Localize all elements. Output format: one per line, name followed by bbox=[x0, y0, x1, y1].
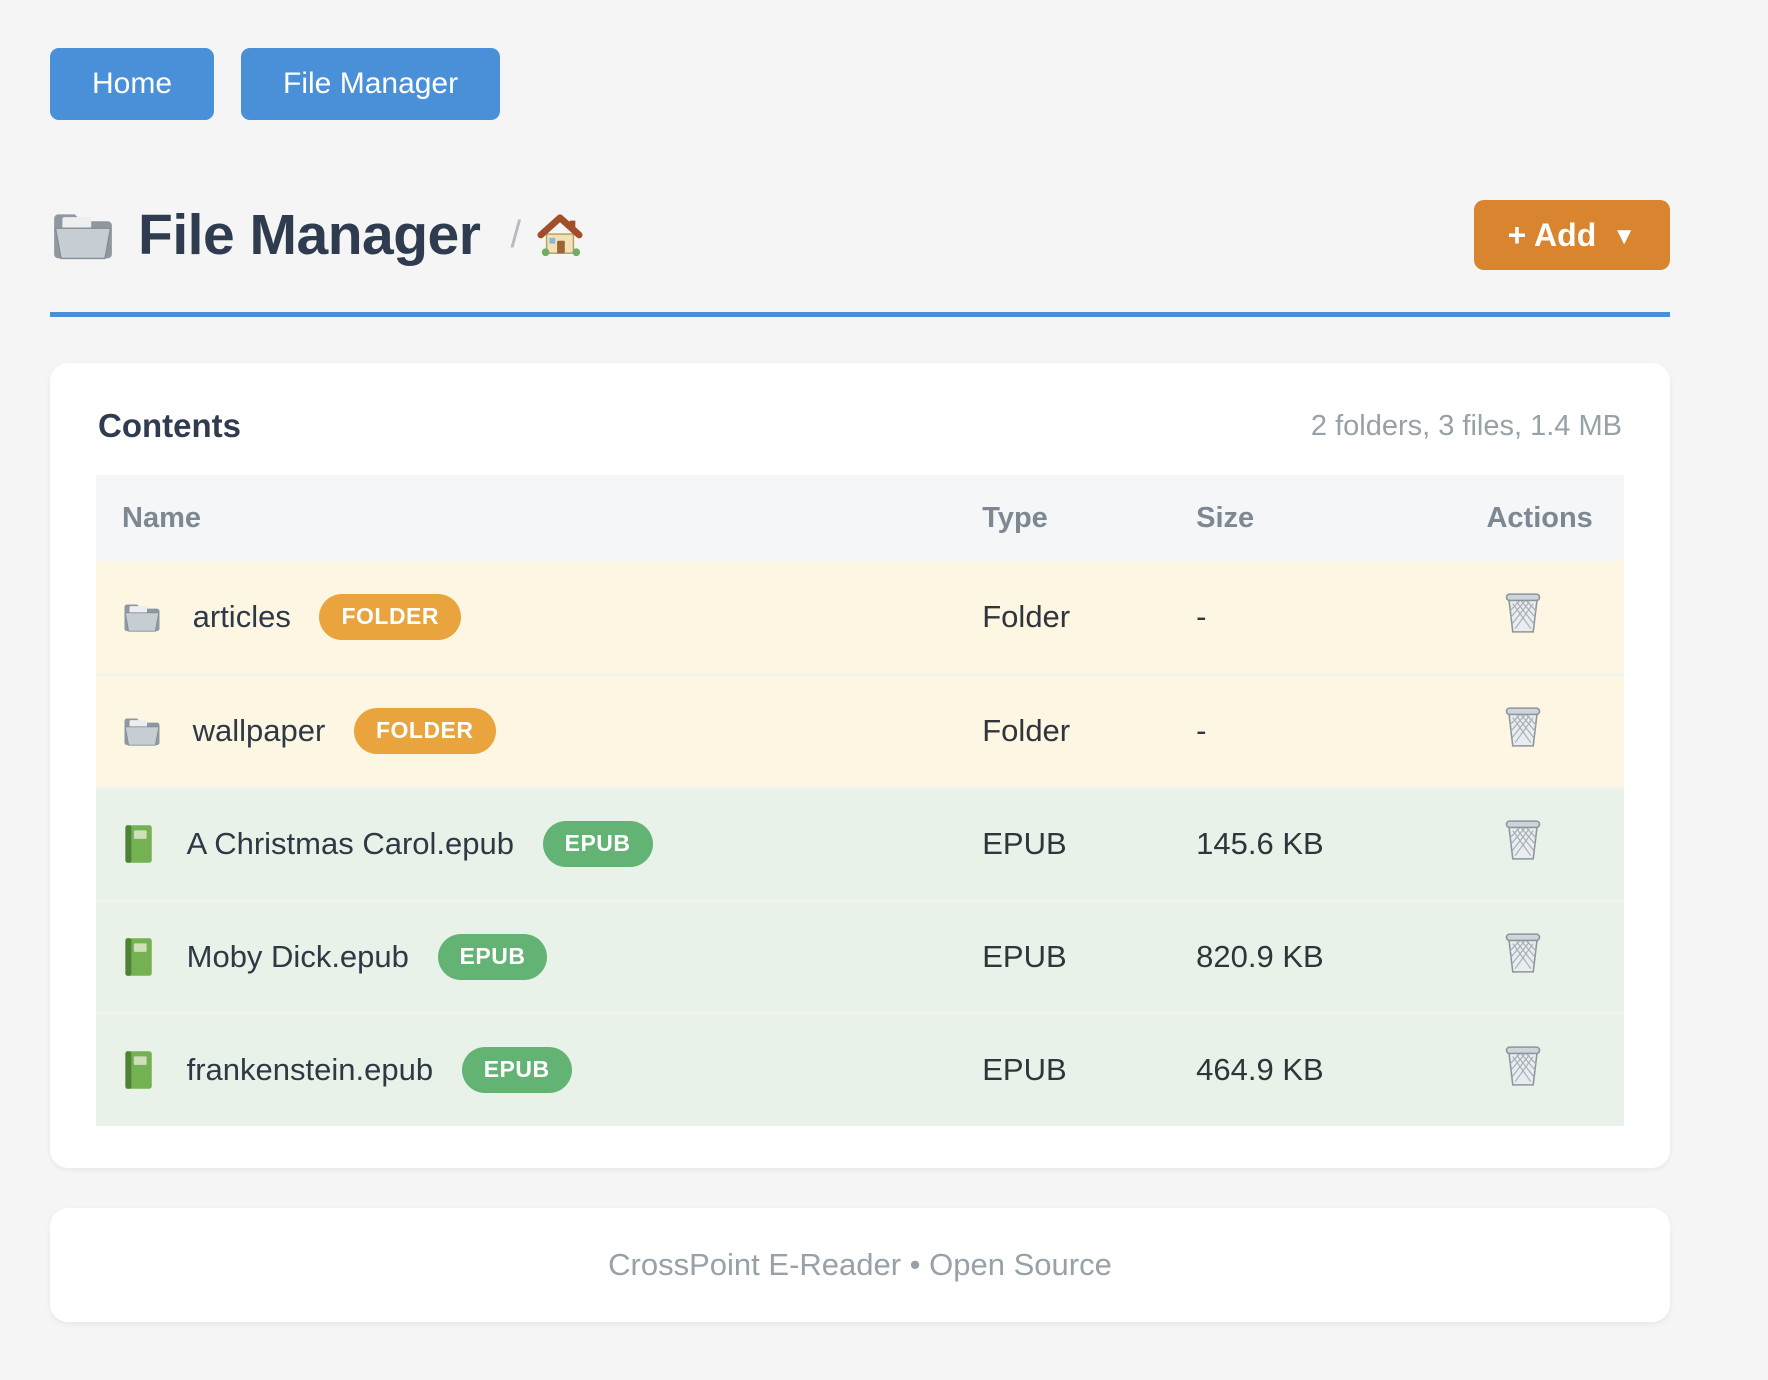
column-header-actions: Actions bbox=[1486, 501, 1593, 534]
page-header: File Manager / + Add ▼ bbox=[50, 200, 1670, 270]
table-header-row: Name Type Size Actions bbox=[96, 475, 1624, 561]
contents-table: Name Type Size Actions articles FOLDER F… bbox=[96, 475, 1624, 1126]
type-cell: EPUB bbox=[982, 1011, 1197, 1126]
table-row[interactable]: A Christmas Carol.epub EPUB EPUB 145.6 K… bbox=[96, 785, 1624, 900]
column-header-name: Name bbox=[122, 501, 201, 534]
trash-icon[interactable] bbox=[1504, 1044, 1542, 1088]
contents-card-head: Contents 2 folders, 3 files, 1.4 MB bbox=[96, 407, 1624, 445]
column-header-type: Type bbox=[982, 501, 1048, 534]
table-row[interactable]: articles FOLDER Folder - bbox=[96, 561, 1624, 674]
size-cell: 820.9 KB bbox=[1196, 898, 1487, 1013]
footer-text: CrossPoint E-Reader • Open Source bbox=[608, 1247, 1112, 1282]
caret-down-icon: ▼ bbox=[1612, 223, 1636, 250]
add-button-label: + Add bbox=[1507, 216, 1597, 253]
folder-icon bbox=[122, 600, 162, 634]
accent-rule bbox=[50, 312, 1670, 317]
type-badge: EPUB bbox=[437, 933, 548, 980]
size-cell: - bbox=[1196, 672, 1487, 787]
nav-file-manager-button[interactable]: File Manager bbox=[241, 48, 501, 120]
size-cell: 464.9 KB bbox=[1196, 1011, 1487, 1126]
contents-table-body: articles FOLDER Folder - bbox=[96, 561, 1624, 1126]
breadcrumb-separator: / bbox=[510, 213, 521, 256]
size-cell: 145.6 KB bbox=[1196, 785, 1487, 900]
trash-icon[interactable] bbox=[1504, 931, 1542, 975]
nav-home-button[interactable]: Home bbox=[50, 48, 215, 120]
contents-heading: Contents bbox=[98, 407, 241, 444]
trash-icon[interactable] bbox=[1504, 818, 1542, 862]
folder-icon bbox=[50, 206, 116, 264]
type-cell: EPUB bbox=[982, 898, 1197, 1013]
add-button[interactable]: + Add ▼ bbox=[1473, 200, 1670, 270]
footer-card: CrossPoint E-Reader • Open Source bbox=[50, 1208, 1670, 1322]
size-cell: - bbox=[1196, 598, 1207, 634]
file-name[interactable]: A Christmas Carol.epub bbox=[186, 825, 514, 861]
type-cell: Folder bbox=[982, 598, 1071, 634]
top-nav: Home File Manager bbox=[50, 48, 1670, 120]
type-badge: FOLDER bbox=[353, 707, 496, 754]
house-icon[interactable] bbox=[537, 212, 583, 258]
type-badge: FOLDER bbox=[319, 593, 462, 640]
column-header-size: Size bbox=[1196, 501, 1255, 534]
table-row[interactable]: frankenstein.epub EPUB EPUB 464.9 KB bbox=[96, 1011, 1624, 1126]
folder-icon bbox=[122, 714, 162, 748]
type-cell: EPUB bbox=[982, 785, 1197, 900]
table-row[interactable]: Moby Dick.epub EPUB EPUB 820.9 KB bbox=[96, 898, 1624, 1013]
book-icon bbox=[122, 1049, 156, 1091]
file-name[interactable]: articles bbox=[192, 598, 291, 634]
type-badge: EPUB bbox=[542, 820, 653, 867]
trash-icon[interactable] bbox=[1504, 705, 1542, 749]
file-name[interactable]: Moby Dick.epub bbox=[186, 938, 409, 974]
file-name[interactable]: frankenstein.epub bbox=[186, 1052, 434, 1088]
file-name[interactable]: wallpaper bbox=[192, 712, 326, 748]
page-title: File Manager bbox=[138, 203, 481, 267]
contents-summary: 2 folders, 3 files, 1.4 MB bbox=[1310, 409, 1622, 442]
type-cell: Folder bbox=[982, 672, 1197, 787]
book-icon bbox=[122, 936, 156, 978]
table-row[interactable]: wallpaper FOLDER Folder - bbox=[96, 672, 1624, 787]
trash-icon[interactable] bbox=[1504, 591, 1542, 635]
type-badge: EPUB bbox=[461, 1047, 572, 1094]
book-icon bbox=[122, 823, 156, 865]
title-wrap: File Manager / bbox=[50, 202, 583, 268]
contents-card: Contents 2 folders, 3 files, 1.4 MB Name… bbox=[50, 363, 1670, 1168]
